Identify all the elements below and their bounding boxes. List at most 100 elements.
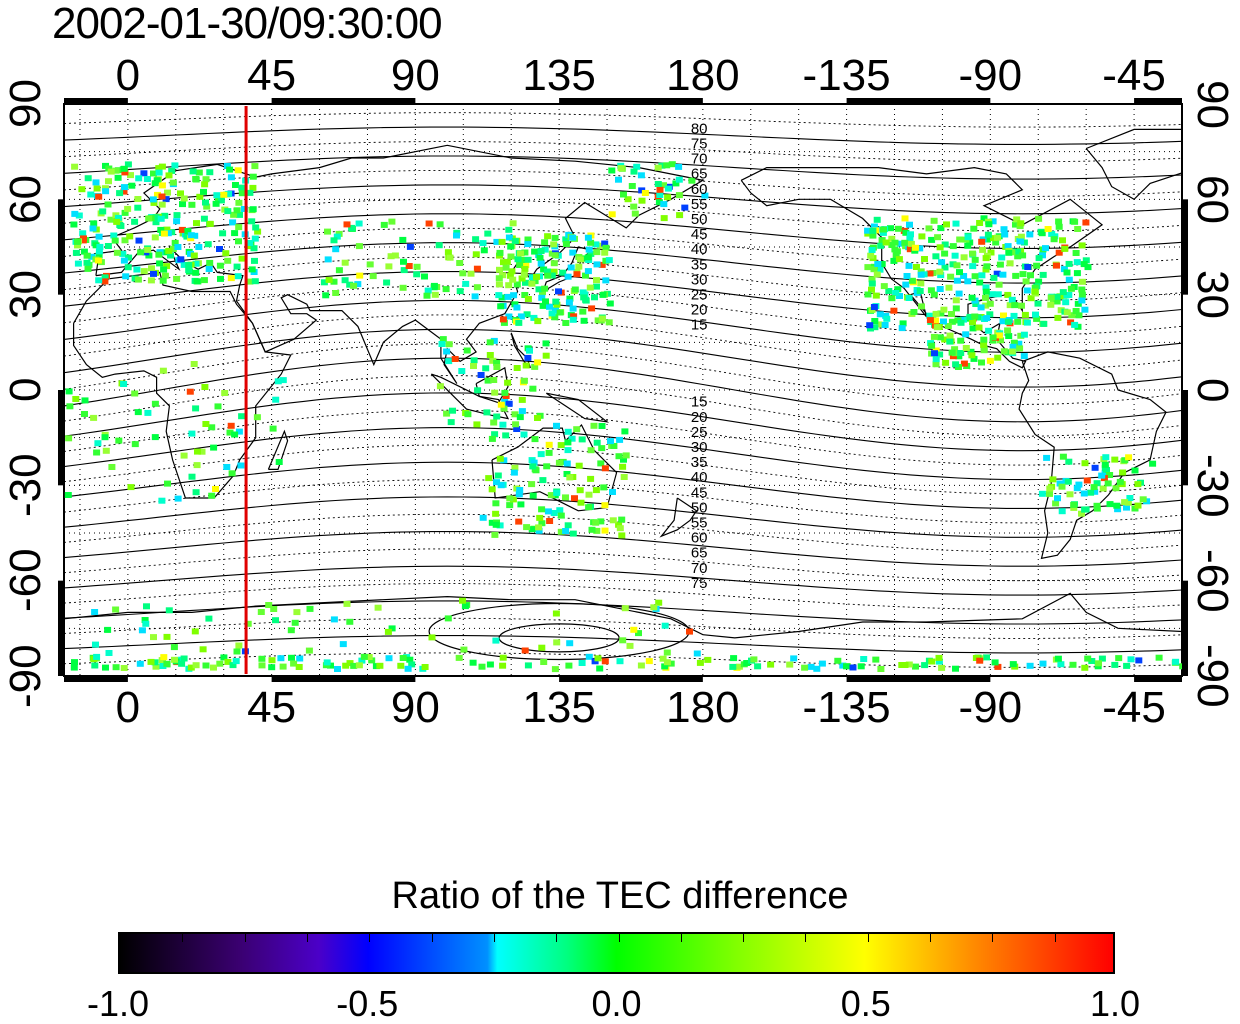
tec-cell [1074,226,1082,232]
tec-cell [1058,483,1066,490]
tec-cell [511,411,519,418]
tec-cell [880,226,887,233]
tec-cell [1115,655,1123,662]
tec-cell [967,348,975,355]
tec-cell [210,444,218,451]
tec-cell [971,256,979,263]
tec-cell [867,252,875,259]
tec-cell [1040,320,1048,327]
colorbar-tick [743,934,745,942]
tec-cell [83,252,91,259]
contour-line [64,328,1182,388]
tec-cell [940,318,947,325]
tec-cell [70,664,78,671]
tec-cell [980,336,988,343]
tec-cell [1057,661,1065,668]
tec-cell [877,242,885,249]
tec-cell [663,659,671,666]
tec-cell [164,480,171,487]
tec-cell [143,603,150,610]
tec-cell [180,452,188,459]
tec-cell [497,401,505,408]
tec-cell [960,273,968,279]
tec-cell [145,252,153,259]
tec-cell [120,257,128,264]
tec-cell [675,163,683,170]
tec-cell [216,246,223,252]
tec-cell [550,260,558,267]
tec-cell [1126,495,1134,501]
tec-cell [907,231,914,238]
tec-cell [656,192,664,198]
tec-cell [235,224,243,231]
tec-cell [493,479,500,486]
tec-cell [912,244,919,251]
lon-tick-top: 180 [666,51,740,100]
tec-cell [867,325,874,332]
tec-cell [564,428,572,435]
tec-cell [608,211,616,218]
contour-line [64,141,1182,163]
tec-cell [447,419,455,426]
tec-cell [385,655,393,662]
colorbar-tick [867,934,869,942]
tec-cell [463,347,471,354]
tec-cell [1014,318,1022,325]
tec-cell [320,279,328,286]
tec-cell [492,500,500,507]
tec-cell [1106,472,1114,478]
tec-cell [964,234,972,241]
tec-cell [621,428,629,435]
tec-cell [971,273,979,280]
tec-cell [511,301,519,308]
tec-cell [1059,453,1067,460]
tec-cell [120,165,128,172]
axis-bar-bottom [559,676,703,682]
tec-cell [569,249,577,256]
tec-cell [160,266,168,273]
tec-cell [424,287,432,294]
tec-cell [178,660,186,667]
tec-cell [214,403,222,410]
lat-tick-right: 30 [1188,270,1237,320]
tec-cell [1124,499,1132,506]
tec-cell [195,169,203,176]
tec-cell [493,359,501,366]
tec-cell [231,431,239,438]
tec-cell [641,190,649,196]
tec-cell [1123,662,1131,669]
tec-cell [504,379,512,386]
contour-label-north: 35 [691,256,708,273]
tec-cell [982,294,989,301]
tec-cell [368,657,376,664]
contour-line [64,652,1182,668]
tec-cell [462,280,470,287]
tec-cell [205,615,213,622]
tec-cell [544,233,552,240]
tec-cell [71,210,79,217]
tec-cell [137,249,145,256]
tec-cell [557,512,565,519]
tec-cell [1001,231,1009,238]
tec-cell [159,277,167,284]
tec-cell [1015,340,1023,347]
lon-tick-bottom: 0 [115,683,141,732]
tec-cell [599,291,607,298]
tec-cell [116,222,124,228]
tec-cell [1071,218,1079,225]
tec-cell [306,605,314,612]
tec-cell [976,657,984,664]
tec-cell [236,211,243,218]
tec-cell [439,336,447,343]
tec-cell [874,261,882,267]
tec-cell [400,267,408,274]
tec-cell [870,266,878,273]
tec-cell [984,231,992,238]
tec-cell [491,389,499,396]
tec-cell [906,235,914,242]
tec-cell [522,262,530,269]
tec-cell [428,634,436,641]
tec-cell [1020,331,1028,338]
tec-cell [1149,460,1157,467]
tec-cell [998,254,1006,261]
